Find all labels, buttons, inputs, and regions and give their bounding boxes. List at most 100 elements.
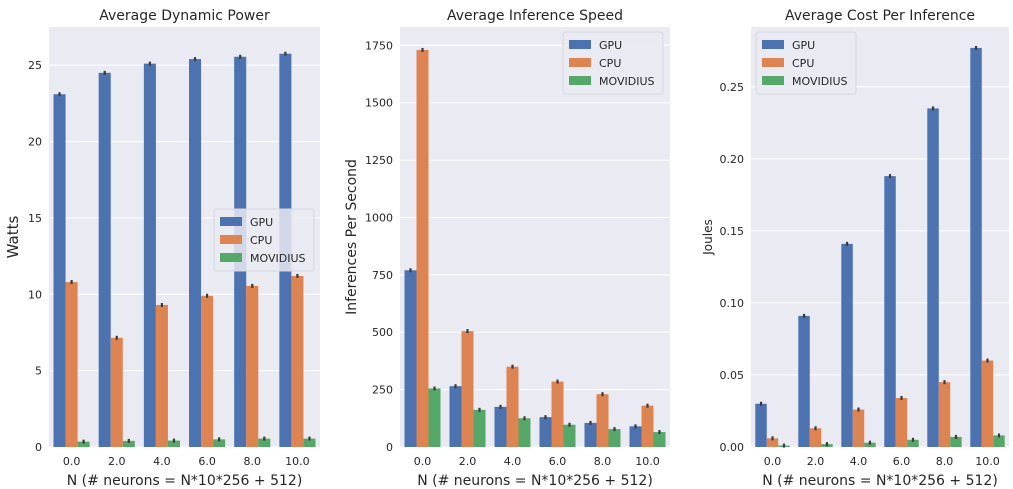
power-y-tick-label: 15 <box>28 212 42 225</box>
speed-x-tick-label: 2.0 <box>459 455 477 468</box>
cost-y-ticks: 0.00 0.05 0.10 0.15 0.20 0.25 <box>720 81 745 454</box>
speed-x-tick-label: 10.0 <box>635 455 660 468</box>
speed-y-tick-label: 1500 <box>365 97 393 110</box>
speed-bar-movidius <box>563 424 576 447</box>
power-legend-swatch-movidius <box>220 253 242 262</box>
speed-y-tick-label: 1000 <box>365 211 393 224</box>
power-bar-gpu <box>189 59 202 448</box>
speed-x-tick-label: 4.0 <box>504 455 522 468</box>
speed-bar-movidius <box>518 418 531 447</box>
cost-bar-cpu <box>895 398 908 447</box>
power-legend-label-cpu: CPU <box>250 234 272 247</box>
cost-x-ticks: 0.0 2.0 4.0 6.0 8.0 10.0 <box>764 455 1000 468</box>
cost-bar-gpu <box>970 47 982 447</box>
power-x-tick-label: 6.0 <box>198 455 216 468</box>
power-chart-title: Average Dynamic Power <box>99 8 270 24</box>
power-legend-swatch-cpu <box>220 235 242 244</box>
cost-bars <box>755 47 1005 447</box>
cost-bar-cpu <box>766 438 779 447</box>
speed-chart-title: Average Inference Speed <box>447 8 623 24</box>
power-bar-cpu <box>291 275 304 447</box>
power-legend-swatch-gpu <box>220 217 242 226</box>
cost-x-tick-label: 10.0 <box>975 455 1000 468</box>
power-bar-movidius <box>213 439 226 447</box>
cost-y-tick-label: 0.15 <box>720 225 745 238</box>
cost-legend-swatch-movidius <box>762 76 784 85</box>
speed-y-axis-label: Inferences Per Second <box>344 159 360 315</box>
speed-y-tick-label: 250 <box>372 384 393 397</box>
cost-error-bars <box>759 45 1001 448</box>
speed-legend-swatch-cpu <box>569 58 591 67</box>
cost-x-tick-label: 0.0 <box>764 455 782 468</box>
power-legend-label-gpu: GPU <box>250 216 273 229</box>
power-x-tick-label: 0.0 <box>63 455 81 468</box>
cost-bar-gpu <box>755 403 767 447</box>
speed-x-ticks: 0.0 2.0 4.0 6.0 8.0 10.0 <box>414 455 660 468</box>
cost-y-tick-label: 0.10 <box>720 297 745 310</box>
power-y-tick-label: 10 <box>28 288 42 301</box>
speed-legend-swatch-gpu <box>569 40 591 49</box>
speed-y-tick-label: 1750 <box>365 39 393 52</box>
speed-bar-gpu <box>449 386 462 447</box>
speed-legend-label-cpu: CPU <box>599 57 621 70</box>
cost-chart: 0.00 0.05 0.10 0.15 0.20 0.25 0.0 2.0 4.0 6.0 8.0… <box>701 8 1009 489</box>
speed-bar-cpu <box>596 394 609 447</box>
speed-legend-label-gpu: GPU <box>599 39 622 52</box>
speed-bar-cpu <box>551 381 564 447</box>
power-y-axis-label: Watts <box>4 216 22 259</box>
speed-bar-gpu <box>629 426 642 447</box>
cost-x-tick-label: 4.0 <box>850 455 868 468</box>
speed-legend-label-movidius: MOVIDIUS <box>599 75 654 88</box>
power-x-tick-label: 4.0 <box>153 455 171 468</box>
cost-chart-title: Average Cost Per Inference <box>785 8 975 24</box>
cost-bar-cpu <box>938 382 951 447</box>
speed-x-tick-label: 8.0 <box>594 455 612 468</box>
power-y-tick-label: 5 <box>35 365 42 378</box>
speed-bar-cpu <box>416 49 429 448</box>
speed-bar-movidius <box>428 388 441 447</box>
power-y-tick-label: 0 <box>35 441 42 454</box>
speed-bar-cpu <box>461 331 474 447</box>
power-bar-gpu <box>98 72 111 448</box>
cost-plot-area <box>751 27 1009 447</box>
speed-bar-gpu <box>494 406 507 447</box>
cost-y-tick-label: 0.25 <box>720 81 745 94</box>
power-bar-movidius <box>122 440 135 447</box>
power-legend: GPU CPU MOVIDIUS <box>213 208 315 272</box>
speed-error-bars <box>409 47 661 435</box>
power-x-ticks: 0.0 2.0 4.0 6.0 8.0 10.0 <box>63 455 310 468</box>
power-bar-cpu <box>246 285 259 447</box>
speed-y-tick-label: 0 <box>386 441 393 454</box>
speed-bars <box>404 49 666 448</box>
speed-bar-movidius <box>473 409 486 447</box>
power-x-axis-label: N (# neurons = N*10*256 + 512) <box>67 473 303 489</box>
power-bar-gpu <box>143 63 156 448</box>
power-bar-movidius <box>77 441 90 447</box>
power-legend-label-movidius: MOVIDIUS <box>250 252 305 265</box>
cost-bar-cpu <box>852 409 865 447</box>
power-x-tick-label: 10.0 <box>285 455 310 468</box>
power-y-ticks: 0 5 10 15 20 25 <box>28 59 42 454</box>
power-bars <box>53 53 316 448</box>
speed-chart: 0 250 500 750 1000 1250 1500 1750 0.0 2.0 4.0 6.0 8… <box>344 8 670 489</box>
power-bar-cpu <box>110 337 123 447</box>
speed-bar-cpu <box>506 366 519 447</box>
speed-bar-movidius <box>653 432 666 447</box>
power-y-tick-label: 25 <box>28 59 42 72</box>
power-x-tick-label: 2.0 <box>108 455 126 468</box>
cost-x-axis-label: N (# neurons = N*10*256 + 512) <box>762 473 998 489</box>
power-bar-movidius <box>167 440 180 447</box>
speed-x-tick-label: 6.0 <box>549 455 567 468</box>
speed-y-ticks: 0 250 500 750 1000 1250 1500 1750 <box>365 39 393 454</box>
cost-legend-swatch-gpu <box>762 40 784 49</box>
speed-bar-cpu <box>641 405 654 447</box>
cost-y-tick-label: 0.05 <box>720 369 745 382</box>
cost-legend-label-movidius: MOVIDIUS <box>792 75 847 88</box>
power-bar-cpu <box>65 282 78 447</box>
cost-x-tick-label: 2.0 <box>807 455 825 468</box>
power-y-tick-label: 20 <box>28 136 42 149</box>
cost-bar-gpu <box>798 315 810 447</box>
speed-x-tick-label: 0.0 <box>414 455 432 468</box>
cost-legend: GPU CPU MOVIDIUS <box>755 31 857 95</box>
